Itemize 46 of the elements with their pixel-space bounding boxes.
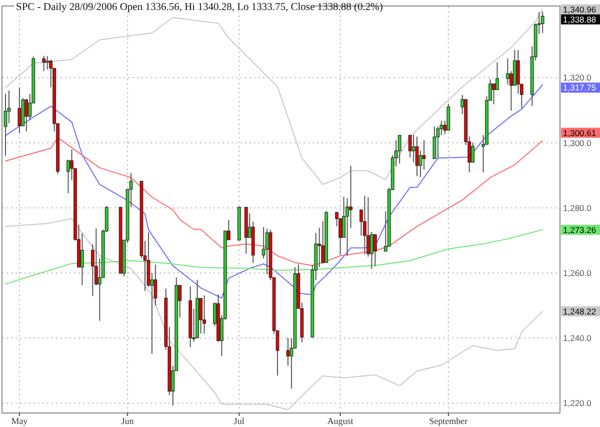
candlestick: [432, 126, 436, 160]
candlestick: [18, 86, 22, 134]
x-tick-label: September: [429, 416, 468, 426]
x-tick-label: Jul: [234, 416, 245, 426]
annotation: 1,273.26: [563, 224, 596, 235]
candlestick: [80, 232, 84, 286]
annotation: 1,317.75: [563, 82, 596, 93]
annotation: 1,248.22: [563, 306, 596, 316]
candlestick: [4, 93, 8, 156]
candlestick: [422, 140, 426, 170]
candlestick: [446, 103, 450, 131]
x-tick-label: May: [11, 416, 28, 426]
line-series: [4, 229, 544, 285]
line-series: [4, 84, 544, 299]
candlestick: [373, 234, 377, 267]
line-series: [4, 218, 544, 410]
y-tick-label: 1,280.0: [563, 202, 592, 213]
candlestick: [42, 55, 46, 72]
x-tick-label: August: [327, 416, 354, 426]
annotation: 1,338.88: [563, 14, 596, 24]
candlestick: [496, 62, 499, 90]
y-tick-label: 1,240.0: [563, 333, 592, 344]
candlestick: [540, 11, 544, 34]
line-series: [4, 137, 544, 266]
candlestick: [363, 195, 366, 255]
candlestick: [492, 82, 496, 105]
candlestick: [366, 196, 370, 258]
chart-title: SPC - Daily 28/09/2006 Open 1336.56, Hi 1340.28, Lo 1333.75, Close 1338.88 (0.2%): [16, 2, 384, 13]
candlestick: [349, 165, 352, 229]
candlestick: [286, 337, 290, 366]
candlestick: [265, 228, 269, 275]
candlestick: [398, 134, 402, 164]
x-tick-label: Jun: [121, 416, 134, 426]
candlestick: [506, 58, 510, 85]
candlestick: [24, 98, 28, 132]
candlestick: [516, 49, 520, 94]
candlestick: [199, 298, 202, 334]
annotation: 1,300.61: [563, 128, 596, 138]
y-tick-label: 1,260.0: [563, 268, 592, 278]
y-tick-label: 1,320.0: [563, 72, 592, 83]
y-tick-label: 1,220.0: [563, 398, 592, 408]
candlestick: [471, 142, 475, 163]
annotation: 1,340.96: [563, 4, 596, 14]
y-tick-label: 1,300.0: [563, 138, 592, 148]
candlestick: [46, 56, 50, 70]
candlestick: [202, 294, 206, 334]
